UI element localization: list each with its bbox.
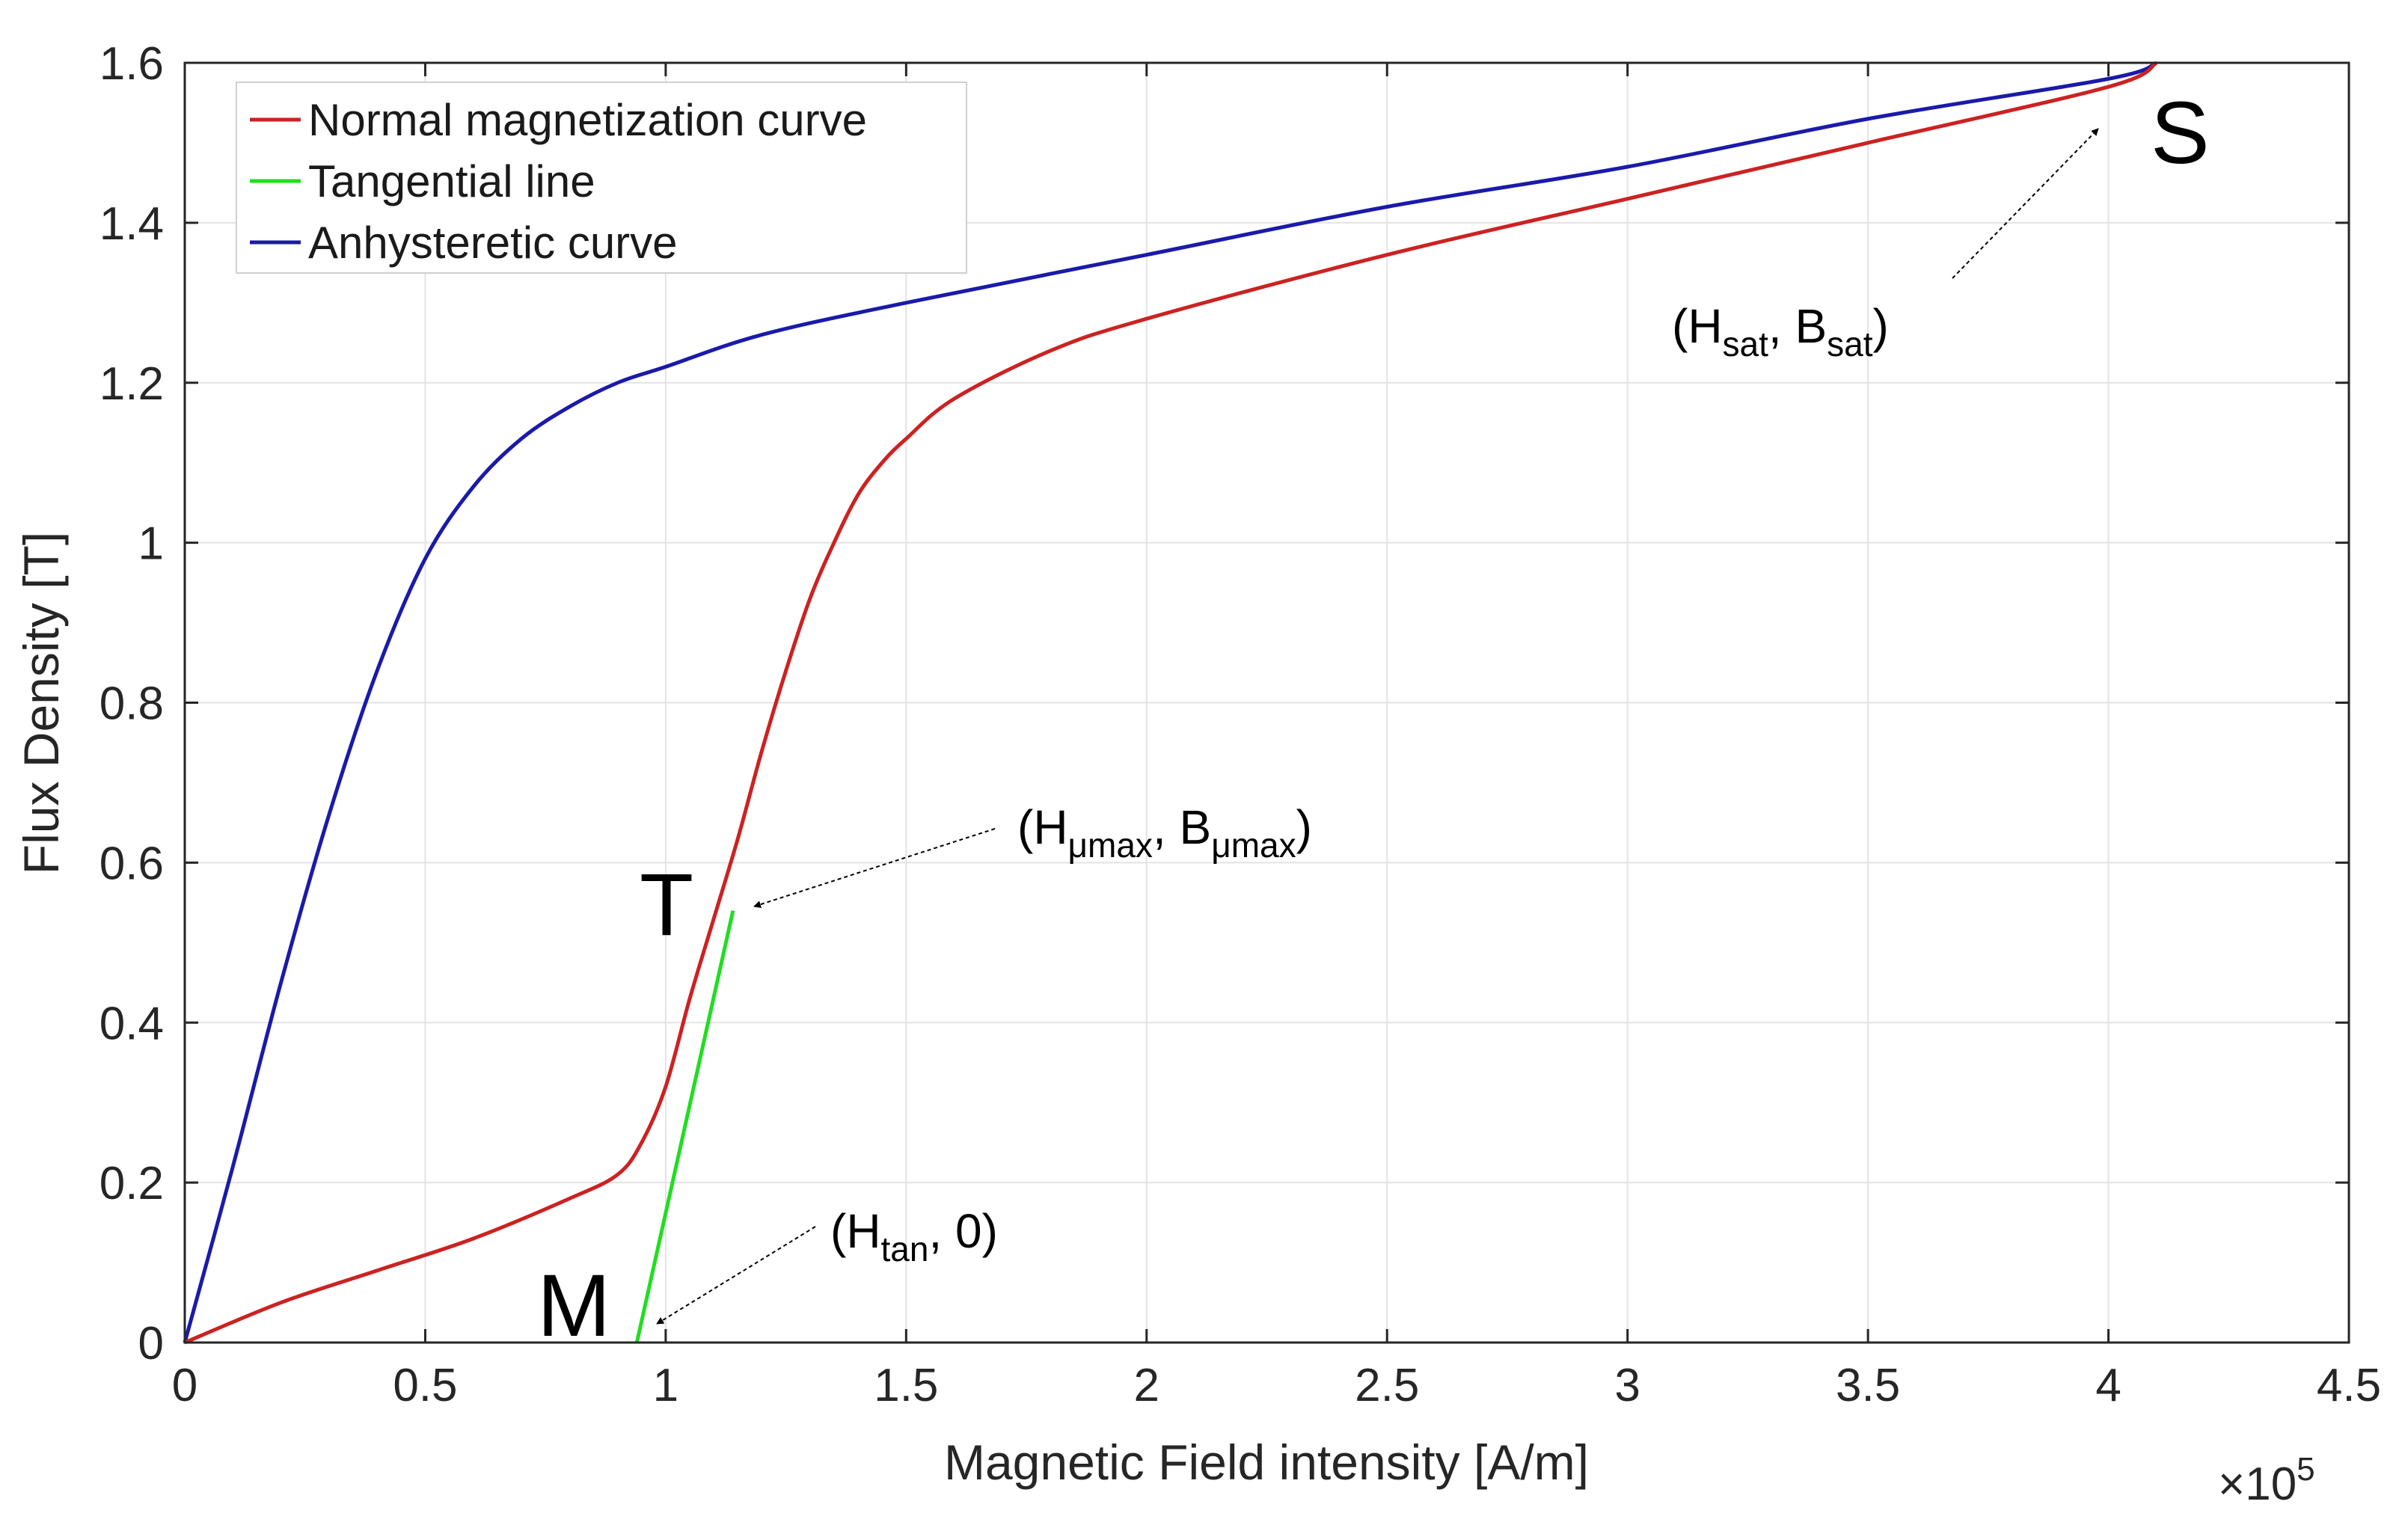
legend-label-anhysteretic: Anhysteretic curve bbox=[308, 218, 678, 268]
x-axis-label: Magnetic Field intensity [A/m] bbox=[944, 1435, 1589, 1490]
y-tick-label: 0 bbox=[138, 1318, 164, 1369]
annotation-m: M (Htan, 0) bbox=[537, 1204, 998, 1355]
label-t: (Hμmax, Bμmax) bbox=[1017, 800, 1312, 865]
x-exponent-base: ×10 bbox=[2218, 1458, 2297, 1510]
x-tick-label: 3 bbox=[1614, 1360, 1640, 1411]
legend-label-tangential: Tangential line bbox=[308, 156, 595, 206]
point-letter-t: T bbox=[640, 856, 693, 954]
y-tick-label: 1.2 bbox=[99, 358, 164, 410]
tick-labels: 0 0.5 1 1.5 2 2.5 3 3.5 4 4.5 0 0.2 0.4 0.6 0.8 1 1.2 1.4… bbox=[99, 38, 2381, 1411]
annotation-s: S (Hsat, Bsat) bbox=[1672, 84, 2210, 363]
x-exponent-power: 5 bbox=[2297, 1451, 2314, 1488]
y-tick-label: 0.8 bbox=[99, 678, 164, 730]
arrow-t bbox=[753, 828, 996, 908]
series-anhysteretic-curve bbox=[183, 61, 2157, 1343]
y-tick-label: 1.4 bbox=[99, 198, 164, 250]
x-tick-label: 2 bbox=[1134, 1360, 1159, 1411]
annotation-t: T (Hμmax, Bμmax) bbox=[640, 800, 1312, 954]
x-tick-label: 3.5 bbox=[1836, 1360, 1900, 1411]
legend: Normal magnetization curve Tangential li… bbox=[236, 82, 967, 274]
y-axis-label: Flux Density [T] bbox=[13, 532, 69, 874]
ticks bbox=[183, 61, 2350, 1344]
x-exponent-label: ×105 bbox=[2218, 1451, 2315, 1510]
legend-box bbox=[236, 82, 967, 274]
series-tangential-line bbox=[634, 909, 735, 1343]
x-tick-label: 0 bbox=[172, 1360, 197, 1411]
point-letter-s: S bbox=[2151, 84, 2210, 182]
x-tick-label: 1 bbox=[653, 1360, 678, 1411]
y-tick-label: 0.4 bbox=[99, 998, 164, 1049]
y-tick-label: 1 bbox=[138, 518, 164, 570]
x-tick-label: 1.5 bbox=[874, 1360, 938, 1411]
legend-label-normal: Normal magnetization curve bbox=[308, 95, 867, 145]
x-tick-label: 0.5 bbox=[393, 1360, 457, 1411]
x-tick-label: 2.5 bbox=[1355, 1360, 1419, 1411]
x-tick-label: 4.5 bbox=[2317, 1360, 2381, 1411]
arrow-s bbox=[1952, 128, 2099, 279]
point-letter-m: M bbox=[537, 1257, 610, 1355]
y-tick-label: 0.6 bbox=[99, 838, 164, 889]
y-tick-label: 0.2 bbox=[99, 1158, 164, 1209]
label-s: (Hsat, Bsat) bbox=[1672, 299, 1889, 363]
arrow-m bbox=[656, 1226, 816, 1325]
series-layer bbox=[183, 61, 2158, 1345]
y-tick-label: 1.6 bbox=[99, 38, 164, 90]
x-tick-label: 4 bbox=[2095, 1360, 2121, 1411]
series-normal-magnetization-curve bbox=[184, 61, 2158, 1345]
label-m: (Htan, 0) bbox=[830, 1204, 998, 1268]
